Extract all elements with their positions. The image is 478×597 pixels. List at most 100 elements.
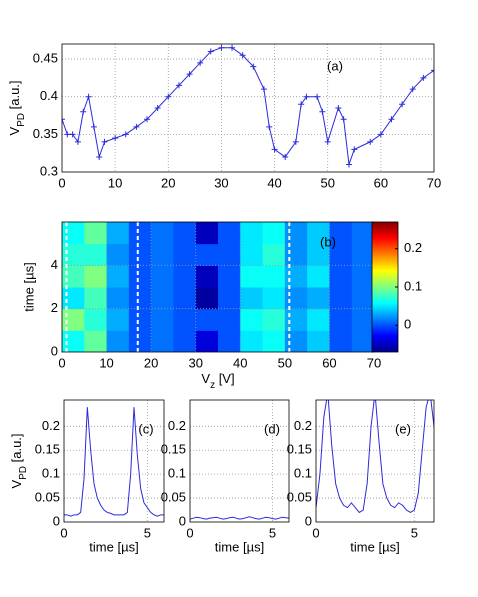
overlay (189, 399, 290, 523)
heat-cell (151, 330, 174, 352)
heat-cell (218, 265, 241, 288)
colorbar-tick-label: 0.1 (404, 278, 422, 293)
heat-cell (128, 330, 152, 352)
y-tick-label: 0.35 (33, 126, 58, 141)
heat-cell (240, 308, 264, 331)
y-tick-label: 0.45 (33, 50, 58, 65)
data-marker (409, 86, 416, 93)
data-marker (69, 131, 76, 138)
heat-cell (240, 243, 264, 266)
heat-cell (240, 222, 264, 245)
x-tick-label: 50 (320, 175, 334, 190)
heat-cell (106, 287, 130, 310)
axis-label: time [µs] (89, 539, 138, 554)
heat-cell (240, 287, 264, 310)
plot-area (190, 400, 289, 522)
y-tick-label: 0.05 (35, 490, 60, 505)
y-tick-label: 0 (305, 513, 312, 528)
heat-cell (128, 265, 152, 288)
heat-cell (329, 243, 353, 266)
heat-cell (62, 265, 85, 288)
axes-frame (189, 399, 290, 523)
y-tick-label: 0.15 (287, 442, 312, 457)
x-tick-label: 0 (60, 525, 67, 540)
heat-cell (218, 287, 241, 310)
data-line (190, 516, 289, 520)
heat-cell (128, 222, 152, 245)
data-marker (165, 93, 172, 100)
x-tick-label: 60 (374, 175, 388, 190)
heat-cell (173, 243, 197, 266)
data-marker (64, 131, 71, 138)
data-marker (197, 59, 204, 66)
heat-cell (240, 265, 264, 288)
heat-cell (262, 287, 286, 310)
heat-cell (84, 308, 108, 331)
heat-cell (218, 330, 241, 352)
y-tick-label: 0.15 (35, 442, 60, 457)
y-tick-label: 0.15 (161, 442, 186, 457)
y-label-sub: PD (18, 466, 29, 480)
heat-cell (84, 287, 108, 310)
panel-label: (c) (138, 421, 153, 436)
heat-cell (262, 222, 286, 245)
data-marker (319, 108, 326, 115)
data-marker (62, 116, 65, 123)
y-tick-label: 0.4 (40, 88, 58, 103)
heat-cell (62, 287, 85, 310)
data-marker (420, 74, 427, 81)
data-marker (218, 44, 225, 51)
heat-cell (329, 330, 353, 352)
plot-area (62, 44, 434, 172)
x-tick-label: 20 (144, 355, 158, 370)
heat-cell (195, 330, 219, 352)
axis-label: VPD [a.u.] (7, 80, 27, 135)
plot-area (64, 400, 164, 522)
data-marker (175, 82, 182, 89)
heat-cell (173, 265, 197, 288)
y-tick-label: 0.2 (168, 418, 186, 433)
data-marker (154, 105, 161, 111)
heat-cell (106, 222, 130, 245)
x-tick-label: 0 (186, 525, 193, 540)
data-marker (271, 146, 278, 153)
heat-cell (284, 308, 308, 331)
data-marker (367, 138, 374, 145)
x-tick-label: 30 (214, 175, 228, 190)
data-marker (388, 116, 395, 123)
y-tick-label: 0 (179, 513, 186, 528)
data-marker (431, 67, 434, 74)
y-tick-label: 0.2 (294, 418, 312, 433)
heat-cell (351, 287, 374, 310)
heat-cell (106, 330, 130, 352)
plot-area (316, 400, 434, 522)
heat-cell (329, 222, 353, 245)
heat-cell (351, 222, 374, 245)
x-tick-label: 70 (427, 175, 441, 190)
x-tick-label: 70 (367, 355, 381, 370)
heat-cell (173, 287, 197, 310)
data-marker (303, 93, 310, 100)
heat-cell (128, 287, 152, 310)
x-tick-label: 0 (312, 525, 319, 540)
heat-cell (84, 243, 108, 266)
overlay (63, 399, 165, 523)
data-marker (144, 116, 151, 123)
x-tick-label: 20 (161, 175, 175, 190)
heat-cell (195, 265, 219, 288)
heat-cell (195, 287, 219, 310)
heat-cell (262, 308, 286, 331)
axes-frame (61, 43, 435, 173)
data-marker (207, 48, 214, 55)
heat-cell (351, 308, 374, 331)
heat-cell (62, 222, 85, 245)
axes-frame (63, 399, 165, 523)
y-tick-label: 0.1 (294, 466, 312, 481)
x-tick-label: 40 (233, 355, 247, 370)
heat-cell (84, 222, 108, 245)
heat-cell (106, 308, 130, 331)
panel-label: (b) (320, 234, 336, 249)
data-marker (377, 131, 384, 138)
label-part: [V] (215, 371, 235, 386)
axes-frame (315, 399, 435, 523)
